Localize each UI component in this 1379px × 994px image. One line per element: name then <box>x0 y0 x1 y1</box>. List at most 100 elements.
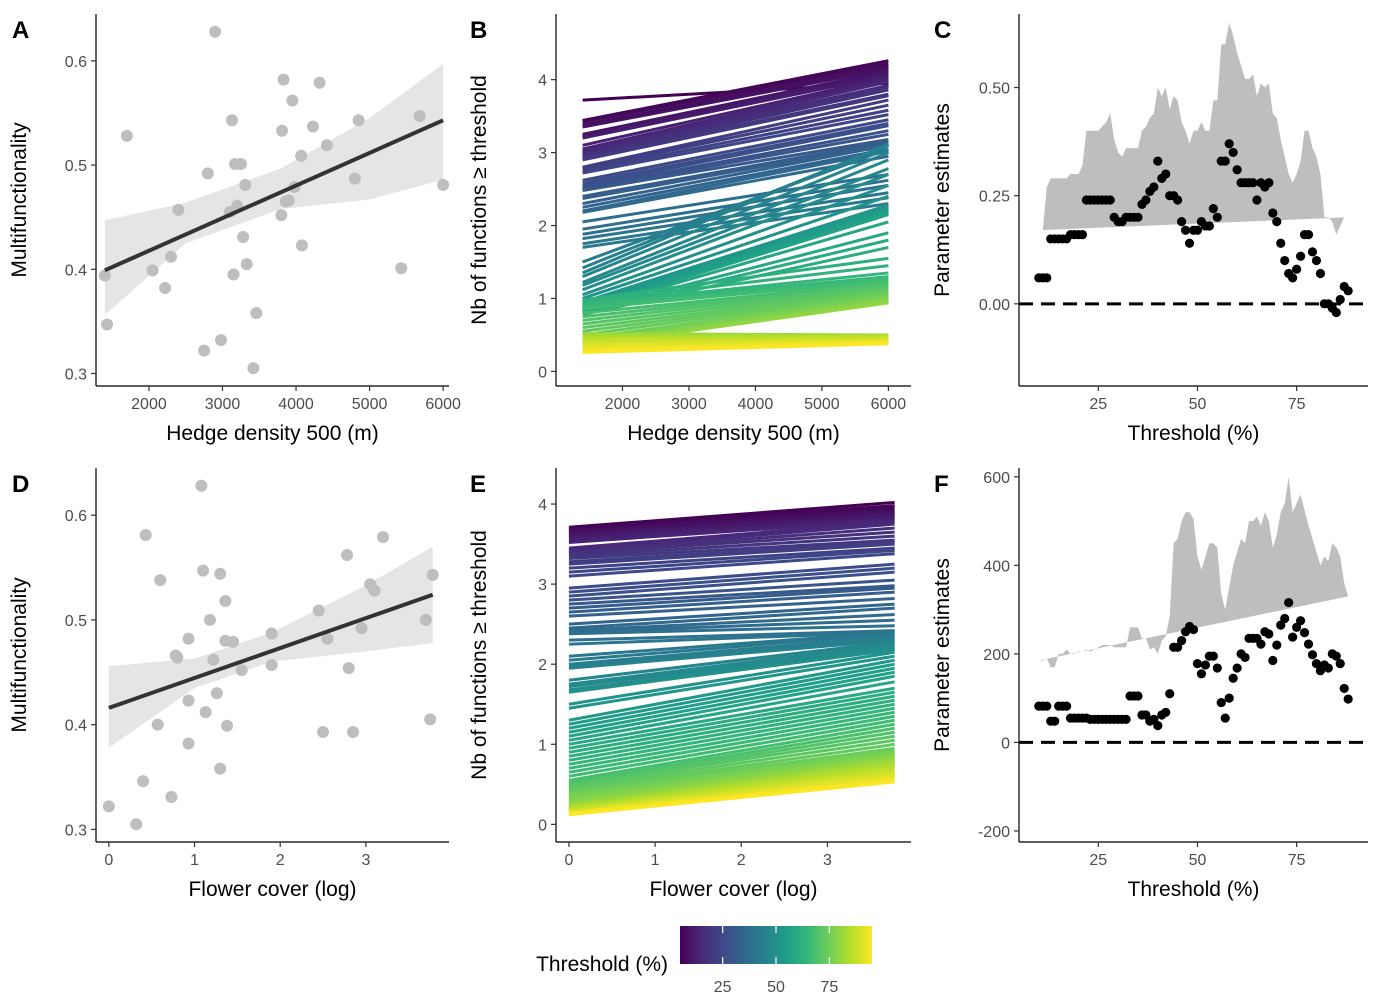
y-tick-label: 1 <box>538 291 547 308</box>
y-tick-label: 4 <box>538 497 547 514</box>
threshold-line <box>568 540 895 564</box>
colorbar-tick-label: 75 <box>820 979 838 994</box>
x-tick-label: 0 <box>104 852 113 869</box>
y-axis-title: Parameter estimates <box>931 558 954 752</box>
threshold-line <box>582 140 889 198</box>
data-point <box>154 574 167 587</box>
data-point <box>221 719 234 732</box>
x-tick-label: 2000 <box>131 396 167 413</box>
data-point <box>312 604 325 617</box>
threshold-line <box>582 92 889 160</box>
data-point <box>395 262 408 275</box>
estimate-point <box>1299 628 1310 638</box>
threshold-line <box>582 71 889 139</box>
estimate-point <box>1256 639 1266 649</box>
threshold-line <box>582 286 889 326</box>
threshold-line <box>582 62 889 124</box>
data-point <box>250 307 263 320</box>
x-tick-label: 3 <box>823 852 832 869</box>
data-point <box>151 718 164 731</box>
data-point <box>172 203 185 216</box>
threshold-line <box>568 630 895 658</box>
threshold-line <box>568 632 895 662</box>
y-tick-label: 400 <box>983 558 1010 575</box>
data-point <box>98 269 111 282</box>
colorbar-tick-label: 25 <box>714 979 732 994</box>
regression-line <box>108 592 434 710</box>
threshold-line <box>568 730 895 786</box>
plot-area <box>568 500 895 817</box>
data-point <box>203 613 216 626</box>
data-point <box>235 664 248 677</box>
estimate-point <box>1276 620 1286 630</box>
estimate-point <box>1339 683 1349 694</box>
threshold-line <box>582 65 889 127</box>
x-tick-label: 1 <box>190 852 199 869</box>
threshold-line <box>568 578 895 602</box>
threshold-line <box>568 749 895 796</box>
estimate-point <box>1232 165 1242 175</box>
estimate-point <box>1042 701 1052 711</box>
y-tick-label: 0 <box>1001 735 1010 752</box>
threshold-line <box>568 513 895 538</box>
estimate-point <box>1133 212 1143 222</box>
data-point <box>207 653 220 666</box>
threshold-line <box>582 293 889 341</box>
data-point <box>265 627 278 640</box>
data-point <box>210 687 223 700</box>
panel-letter: D <box>12 471 29 498</box>
data-point <box>419 613 432 626</box>
data-point <box>102 800 115 813</box>
plot-area <box>582 59 889 354</box>
threshold-line <box>568 552 895 578</box>
threshold-line <box>582 151 889 278</box>
estimate-point <box>1264 629 1274 639</box>
estimate-point <box>1173 642 1183 652</box>
data-point <box>182 632 195 645</box>
estimate-point <box>1192 225 1203 235</box>
threshold-line <box>582 280 889 315</box>
data-point <box>348 172 361 185</box>
panel-f: F 25 50 75 -200 0 200 400 600 Threshold (%) Parame… <box>931 468 1368 901</box>
data-point <box>171 651 184 664</box>
estimate-point <box>1292 622 1302 632</box>
threshold-line <box>568 658 895 722</box>
data-point <box>234 158 247 171</box>
x-tick-label: 6000 <box>871 396 907 413</box>
threshold-line <box>568 780 895 817</box>
threshold-line <box>568 726 895 785</box>
data-point <box>227 268 240 281</box>
threshold-line <box>568 752 895 801</box>
threshold-line <box>582 205 889 306</box>
threshold-line <box>582 78 889 151</box>
data-point <box>286 94 299 107</box>
data-point <box>321 632 334 645</box>
estimate-point <box>1307 247 1318 257</box>
data-point <box>320 139 333 152</box>
threshold-line <box>582 113 889 175</box>
threshold-line <box>568 584 895 606</box>
estimate-point <box>1141 195 1151 205</box>
threshold-line <box>582 282 889 319</box>
threshold-line <box>568 562 895 590</box>
colorbar-tick-label: 50 <box>767 979 785 994</box>
panel-a: A 2000 3000 4000 5000 6000 0.3 0.4 0.5 0.6 Hedge d… <box>8 14 461 445</box>
estimate-point <box>1133 691 1143 701</box>
data-point <box>341 548 354 561</box>
threshold-line <box>568 754 895 802</box>
threshold-line <box>582 167 889 287</box>
estimate-point <box>1188 624 1199 635</box>
threshold-line <box>568 650 895 706</box>
estimate-point <box>1284 597 1294 608</box>
y-tick-label: 2 <box>538 657 547 674</box>
threshold-line <box>568 662 895 726</box>
data-point <box>239 178 252 191</box>
panel-letter: F <box>934 471 949 498</box>
threshold-line <box>582 173 889 292</box>
x-tick-label: 4000 <box>738 396 774 413</box>
threshold-line <box>582 289 889 333</box>
confidence-ribbon <box>108 546 433 748</box>
data-point <box>437 178 450 191</box>
